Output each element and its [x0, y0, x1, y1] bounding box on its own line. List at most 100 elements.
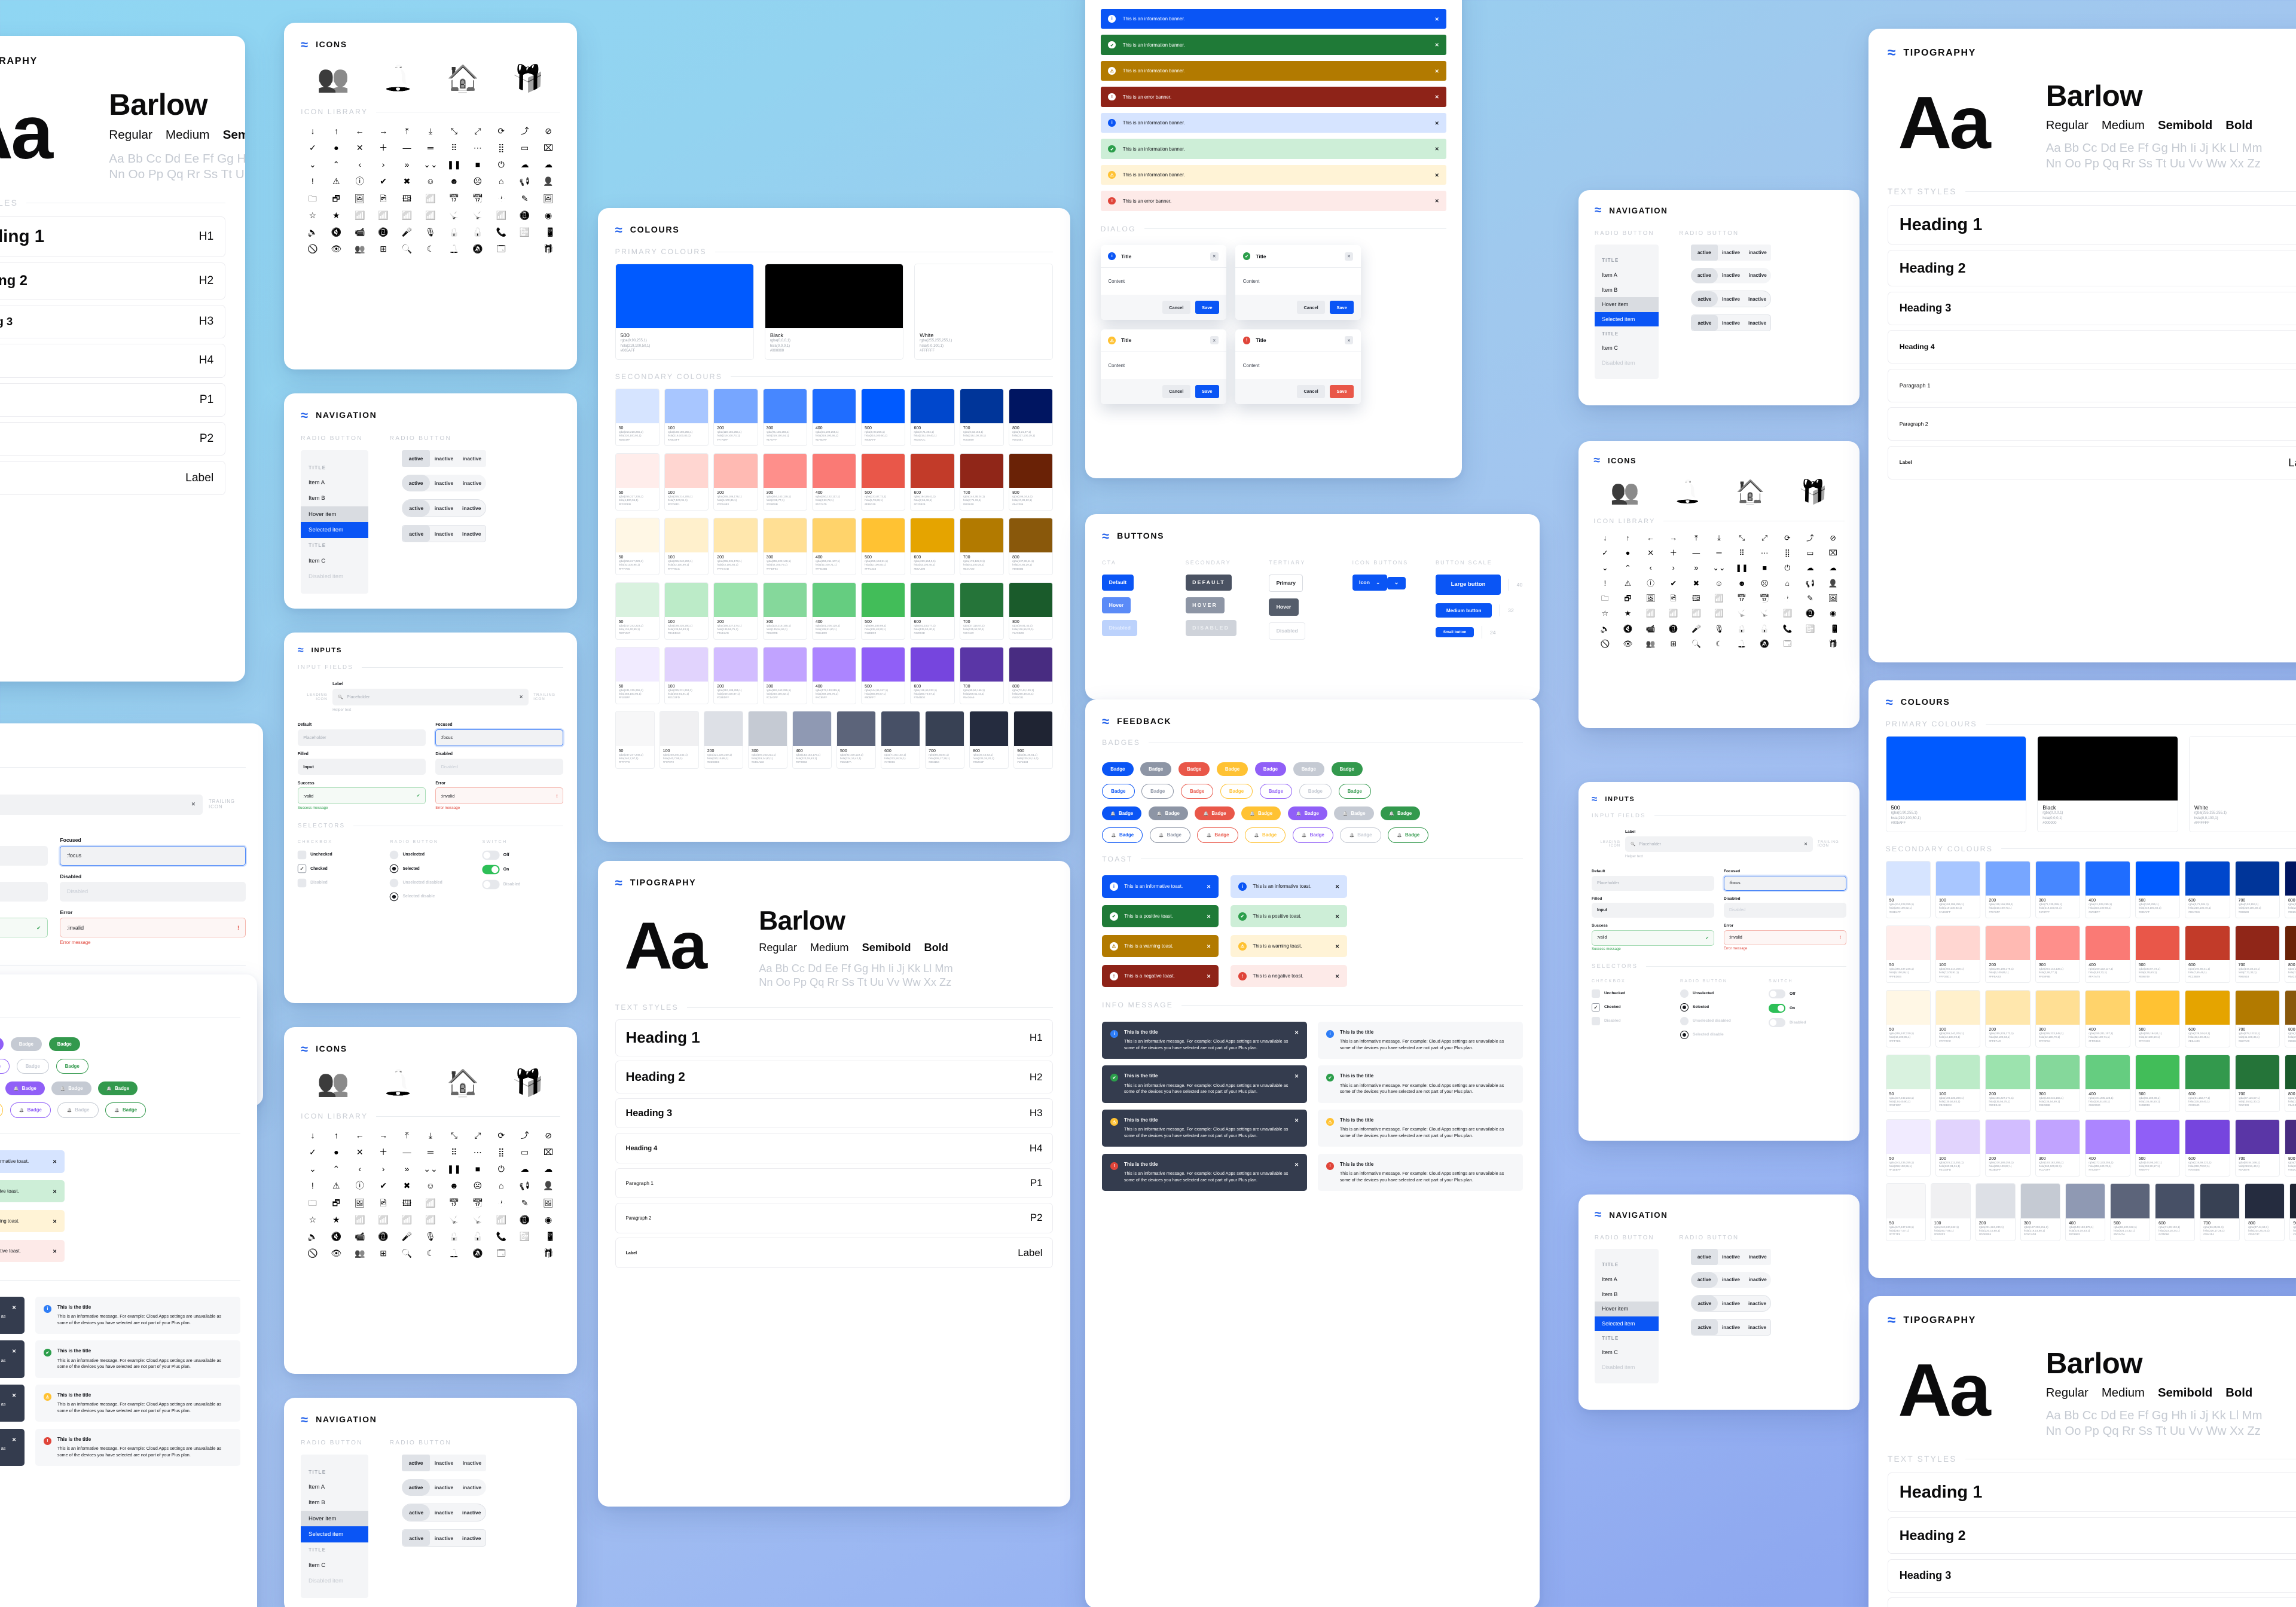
library-icon-7[interactable]: ⤢	[1761, 533, 1768, 542]
library-icon-84[interactable]: 🔕	[1760, 639, 1770, 648]
library-icon-33[interactable]: !	[311, 1181, 314, 1191]
library-icon-29[interactable]: ■	[475, 1164, 481, 1174]
nav-item-2[interactable]: Item B	[308, 1499, 325, 1507]
library-icon-15[interactable]: —	[402, 143, 411, 153]
close-icon[interactable]: ✕	[191, 801, 196, 808]
library-icon-54[interactable]: 🖼	[1828, 594, 1838, 603]
library-icon-18[interactable]: ⋯	[473, 143, 482, 153]
library-icon-43[interactable]: 👤	[1828, 579, 1838, 588]
library-icon-30[interactable]: ⏻	[1784, 564, 1791, 573]
close-icon[interactable]: ✕	[1335, 943, 1339, 949]
library-icon-69[interactable]: 📵	[378, 1231, 389, 1241]
library-icon-68[interactable]: 📹	[354, 227, 365, 237]
button-cta-1[interactable]: Hover	[1102, 597, 1131, 613]
colour-swatch[interactable]: 200 rgba(221,224,230,1) hsla(220,15,88,1) #…	[1975, 1183, 2016, 1241]
nav-hover-3[interactable]: Hover item	[301, 506, 368, 523]
input-field-disabled[interactable]: Disabled	[60, 882, 246, 902]
colour-swatch[interactable]: 800rgba(26,91,43,1)hsla(136,56,23,1)#1A5…	[2284, 1054, 2296, 1112]
segment-inactive-2[interactable]: inactive	[1748, 1300, 1766, 1306]
segment-inactive-1[interactable]: inactive	[434, 505, 454, 511]
library-icon-86[interactable]: ⚡	[519, 244, 530, 254]
library-icon-4[interactable]: ⤒	[1694, 533, 1698, 542]
close-icon[interactable]: ✕	[52, 1188, 57, 1194]
close-icon[interactable]: ✕	[1206, 973, 1211, 979]
colour-swatch[interactable]: 100 rgba(255,240,204,1) hsla(42,100,90,1) #…	[664, 517, 709, 575]
library-icon-50[interactable]: 📅	[448, 1197, 460, 1208]
library-icon-35[interactable]: ⓘ	[1647, 579, 1654, 588]
library-icon-16[interactable]: ═	[1716, 549, 1722, 558]
colour-swatch[interactable]: 700 rgba(37,116,57,1) hsla(135,52,30,1) #25…	[2234, 1054, 2280, 1112]
colour-swatch[interactable]: 700 rgba(178,122,0,1) hsla(41,100,35,1) #B2…	[2234, 989, 2280, 1047]
library-icon-4[interactable]: ⤒	[405, 1130, 409, 1140]
colour-swatch[interactable]: 100 rgba(225,211,253,1) hsla(260,91,91,1) #…	[664, 646, 709, 704]
close-icon[interactable]: ✕	[1206, 913, 1211, 919]
library-icon-65[interactable]: ◉	[544, 1214, 552, 1224]
segment-inactive-1[interactable]: inactive	[434, 480, 454, 487]
library-icon-62[interactable]: 📡	[472, 1214, 483, 1224]
segment-active-0[interactable]: active	[1691, 315, 1718, 331]
library-icon-40[interactable]: ☹	[473, 176, 483, 187]
colour-swatch[interactable]: 500 rgba(255,194,51,1) hsla(42,100,60,1) #F…	[861, 517, 906, 575]
colour-swatch[interactable]: 400 rgba(250,122,117,1) hsla(2,93,72,1) #FA…	[2085, 925, 2130, 983]
library-icon-56[interactable]: ★	[332, 210, 340, 220]
library-icon-5[interactable]: ⤓	[428, 1130, 433, 1140]
colour-swatch[interactable]: 300 rgba(71,135,255,1) hsla(219,100,64,1) #…	[762, 388, 807, 446]
close-icon[interactable]: ✕	[1344, 252, 1353, 261]
colour-swatch[interactable]: 800 rgba(37,44,63,1) hsla(224,26,20,1) #252…	[969, 711, 1009, 769]
library-icon-13[interactable]: ✕	[1647, 549, 1654, 558]
library-icon-42[interactable]: 📢	[1805, 579, 1815, 588]
library-icon-56[interactable]: ★	[1624, 609, 1632, 618]
library-icon-56[interactable]: ★	[332, 1214, 340, 1224]
badge[interactable]: 🔔Badge	[1388, 827, 1429, 843]
colour-swatch[interactable]: 50 rgba(255,247,229,1) hsla(42,100,95,1) #F…	[1885, 989, 1931, 1047]
library-icon-9[interactable]: ⤴	[520, 126, 529, 136]
colour-swatch[interactable]: 100 rgba(255,214,209,1) hsla(7,100,91,1) #F…	[1935, 925, 1981, 983]
library-icon-1[interactable]: ↑	[334, 1130, 338, 1140]
badge[interactable]: 🔔Badge	[1102, 827, 1143, 843]
save-button[interactable]: Save	[1329, 301, 1354, 314]
library-icon-42[interactable]: 📢	[519, 176, 530, 187]
segment-inactive-1[interactable]: inactive	[1721, 296, 1740, 302]
badge[interactable]: 🔔Badge	[5, 1081, 45, 1095]
colour-swatch[interactable]: 400 rgba(31,109,255,1) hsla(219,100,56,1) #…	[811, 388, 857, 446]
library-icon-36[interactable]: ✔	[380, 176, 387, 187]
badge[interactable]: Badge	[1102, 783, 1135, 799]
library-icon-8[interactable]: ⟳	[1784, 533, 1791, 542]
checkbox[interactable]: ✓	[297, 864, 307, 873]
library-icon-24[interactable]: ‹	[358, 160, 362, 170]
icon-button-with-label[interactable]: Icon ⌄	[1352, 574, 1387, 591]
library-icon-68[interactable]: 📹	[354, 1231, 365, 1241]
colour-swatch[interactable]: 300 rgba(133,216,155,1) hsla(135,54,69,1) #…	[2035, 1054, 2081, 1112]
library-icon-37[interactable]: ✖	[403, 176, 411, 187]
colour-swatch[interactable]: 700 rgba(0,53,153,1) hsla(219,100,30,1) #00…	[959, 388, 1004, 446]
library-icon-1[interactable]: ↑	[334, 126, 338, 136]
library-icon-51[interactable]: 📆	[472, 193, 483, 203]
library-icon-1[interactable]: ↑	[1626, 533, 1630, 542]
colour-swatch[interactable]: 600 rgba(194,59,41,1) hsla(7,65,46,1) #C23B…	[910, 453, 955, 511]
input-field-focused[interactable]: :focus	[60, 845, 246, 866]
library-icon-47[interactable]: 🖻	[1670, 594, 1677, 603]
nav-selected-4[interactable]: Selected item	[301, 522, 368, 538]
library-icon-74[interactable]: 📞	[496, 227, 507, 237]
close-icon[interactable]: ✕	[12, 1348, 16, 1355]
segment-inactive-1[interactable]: inactive	[1721, 1277, 1740, 1283]
segment-active-0[interactable]: active	[1690, 1249, 1718, 1265]
library-icon-52[interactable]: 🕐	[496, 1197, 507, 1208]
library-icon-52[interactable]: 🕐	[1782, 594, 1793, 603]
colour-swatch[interactable]: 200 rgba(255,186,179,1) hsla(6,100,85,1) #F…	[713, 453, 758, 511]
colour-swatch[interactable]: 800rgba(106,34,6,1)hsla(17,89,22,1)#6A22…	[2284, 925, 2296, 983]
segment-inactive-1[interactable]: inactive	[1721, 1324, 1740, 1330]
close-icon[interactable]: ✕	[12, 1436, 16, 1443]
library-icon-64[interactable]: 📵	[519, 1214, 530, 1224]
nav-item-1[interactable]: Item A	[1602, 272, 1617, 279]
library-icon-60[interactable]: 📶	[425, 210, 436, 220]
button-secondary-1[interactable]: Hover	[1185, 597, 1225, 613]
library-icon-47[interactable]: 🖻	[380, 193, 387, 203]
selector-option[interactable]: ✓ Checked	[1592, 1003, 1669, 1012]
selector-option[interactable]: Unchecked	[1592, 989, 1669, 998]
library-icon-53[interactable]: ✎	[1807, 594, 1813, 603]
library-icon-48[interactable]: 🖽	[1692, 594, 1700, 603]
library-icon-73[interactable]: 🔓	[1760, 624, 1770, 633]
library-icon-41[interactable]: ⌂	[499, 1181, 504, 1191]
nav-item-6[interactable]: Item C	[1602, 345, 1618, 352]
